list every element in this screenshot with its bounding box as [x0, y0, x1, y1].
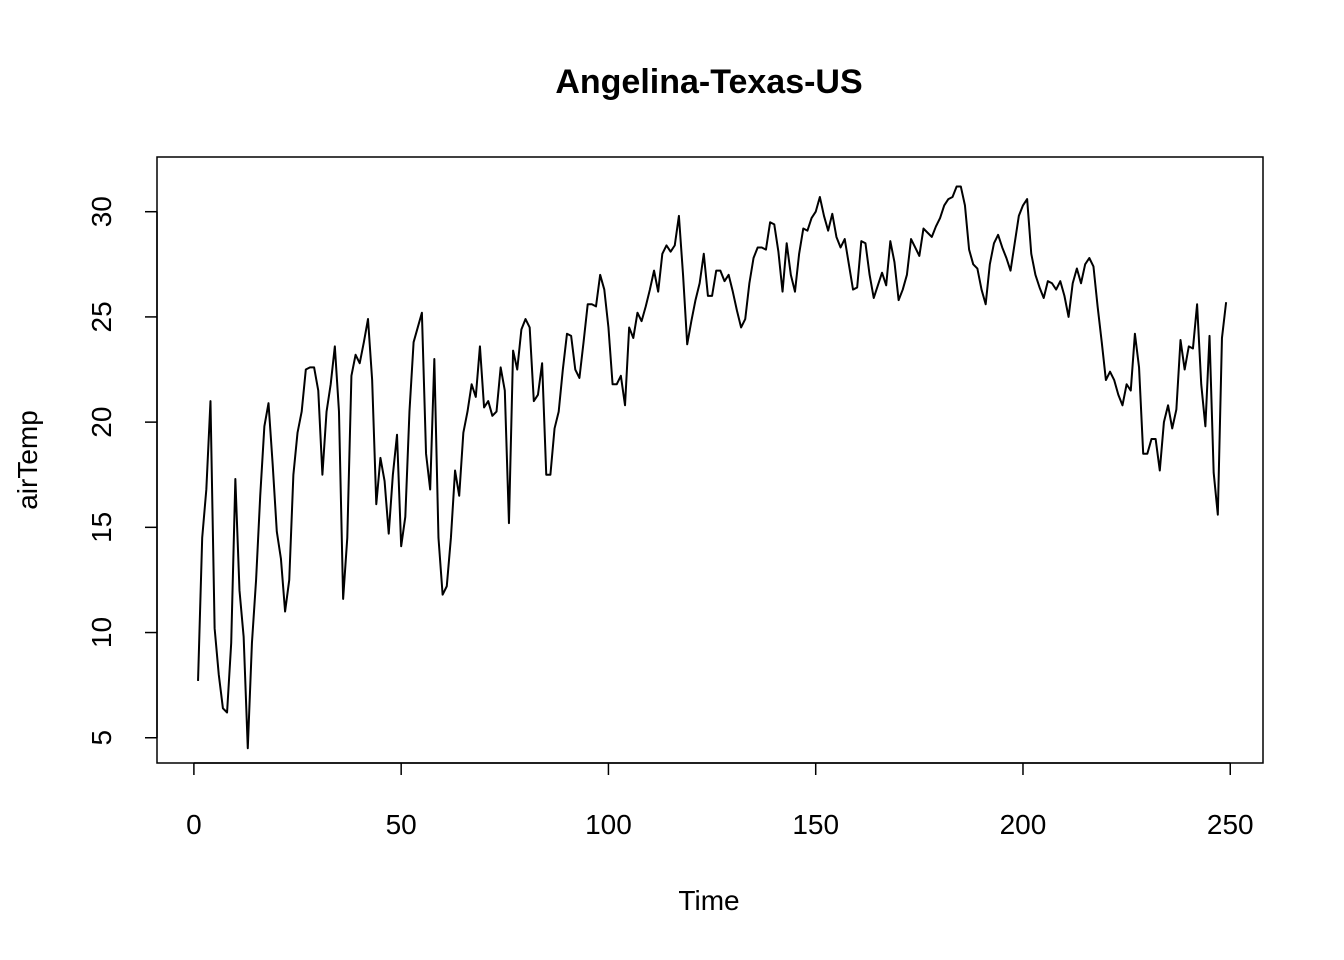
y-tick-label: 5 [86, 730, 117, 746]
x-tick-label: 50 [386, 809, 417, 840]
y-tick-label: 30 [86, 196, 117, 227]
series-line [197, 185, 1228, 750]
y-axis-label: airTemp [12, 410, 43, 510]
x-tick-label: 250 [1207, 809, 1254, 840]
y-tick-label: 25 [86, 301, 117, 332]
x-tick-label: 0 [186, 809, 202, 840]
y-tick-label: 20 [86, 407, 117, 438]
y-tick-label: 15 [86, 512, 117, 543]
x-axis-label: Time [678, 885, 739, 916]
x-tick-label: 100 [585, 809, 632, 840]
y-tick-label: 10 [86, 617, 117, 648]
x-tick-label: 200 [1000, 809, 1047, 840]
chart-title: Angelina-Texas-US [555, 63, 862, 101]
x-axis: 0 50 100 150 200 250 [186, 762, 1254, 840]
y-axis: 5 10 15 20 25 30 [86, 196, 158, 746]
x-tick-label: 150 [792, 809, 839, 840]
